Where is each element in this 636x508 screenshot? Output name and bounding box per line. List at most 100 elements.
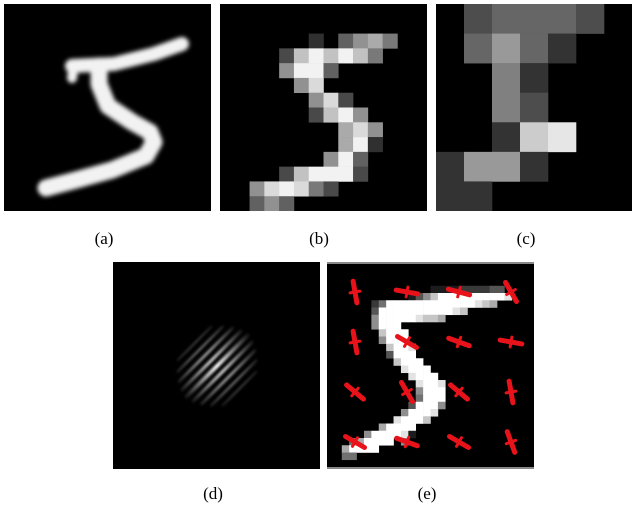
pixel bbox=[415, 409, 424, 417]
pixel bbox=[437, 387, 446, 395]
pixel bbox=[445, 293, 453, 301]
pixel bbox=[386, 351, 394, 359]
pixel bbox=[415, 401, 424, 410]
pixel bbox=[474, 293, 483, 301]
orientation-marker bbox=[344, 382, 366, 402]
pixel bbox=[308, 166, 324, 182]
pixel bbox=[437, 394, 446, 403]
pixel bbox=[308, 77, 324, 94]
pixel bbox=[520, 4, 549, 34]
gabor-image bbox=[176, 325, 258, 407]
pixel bbox=[378, 300, 387, 308]
panel-a-original-digit bbox=[4, 4, 211, 211]
pixel bbox=[279, 48, 295, 64]
pixel bbox=[437, 285, 446, 294]
pixel bbox=[415, 380, 424, 388]
pixel bbox=[393, 430, 402, 439]
orientation-marker bbox=[503, 279, 519, 305]
pixel bbox=[356, 445, 365, 453]
pixel bbox=[386, 336, 394, 345]
pixel bbox=[430, 285, 439, 294]
pixel bbox=[393, 416, 402, 424]
pixel bbox=[378, 336, 387, 345]
pixel bbox=[386, 307, 394, 316]
caption-e: (e) bbox=[417, 484, 437, 503]
pixel bbox=[393, 314, 402, 323]
pixel bbox=[338, 151, 354, 167]
pixel bbox=[408, 416, 417, 424]
pixel bbox=[363, 445, 372, 453]
pixel bbox=[308, 63, 324, 79]
pixel bbox=[437, 293, 446, 301]
pixel bbox=[279, 63, 295, 79]
pixel bbox=[308, 48, 324, 64]
pixel bbox=[576, 4, 605, 34]
pixel bbox=[371, 430, 380, 439]
pixel bbox=[415, 416, 424, 424]
pixel bbox=[492, 33, 521, 64]
pixel bbox=[400, 416, 409, 424]
pixel bbox=[338, 48, 354, 64]
pixel bbox=[497, 285, 505, 294]
pixel bbox=[548, 122, 577, 153]
pixel bbox=[415, 394, 424, 403]
pixel bbox=[437, 307, 446, 316]
digit-image-a bbox=[37, 37, 189, 197]
pixel bbox=[371, 438, 380, 446]
pixel bbox=[423, 293, 431, 301]
pixel bbox=[353, 166, 369, 182]
pixel bbox=[415, 314, 424, 323]
pixel bbox=[378, 423, 387, 432]
pixel bbox=[353, 48, 369, 64]
pixel bbox=[386, 314, 394, 323]
pixel bbox=[293, 181, 310, 197]
pixel bbox=[482, 293, 490, 301]
pixel bbox=[386, 423, 394, 432]
pixel bbox=[423, 409, 431, 417]
pixel bbox=[430, 314, 439, 323]
pixel bbox=[400, 365, 409, 374]
pixel bbox=[323, 92, 339, 108]
orientation-marker bbox=[393, 285, 421, 299]
pixel bbox=[400, 307, 409, 316]
pixel bbox=[264, 181, 280, 197]
pixel bbox=[338, 137, 354, 153]
pixel bbox=[415, 300, 424, 308]
orientation-marker bbox=[348, 278, 362, 306]
pixel bbox=[378, 438, 387, 446]
pixel bbox=[393, 307, 402, 316]
pixel bbox=[452, 300, 461, 308]
pixel bbox=[338, 107, 354, 123]
pixel bbox=[323, 48, 339, 64]
pixel bbox=[445, 307, 453, 316]
pixel bbox=[323, 151, 339, 167]
pixel bbox=[249, 196, 265, 211]
pixel bbox=[323, 107, 339, 123]
caption-d: (d) bbox=[203, 484, 223, 503]
pixel bbox=[400, 358, 409, 366]
panel-e-orientation-field bbox=[327, 262, 534, 469]
digit-image-b bbox=[249, 33, 398, 211]
pixel bbox=[436, 181, 465, 211]
pixel bbox=[400, 314, 409, 323]
pixel bbox=[279, 166, 295, 182]
pixel bbox=[371, 314, 380, 323]
pixel bbox=[445, 300, 453, 308]
pixel bbox=[386, 438, 394, 446]
pixel bbox=[489, 285, 498, 294]
caption-a: (a) bbox=[94, 229, 114, 248]
caption-c: (c) bbox=[516, 229, 536, 248]
pixel bbox=[408, 300, 417, 308]
pixel bbox=[489, 293, 498, 301]
pixel bbox=[341, 452, 350, 461]
pixel bbox=[367, 33, 383, 49]
pixel bbox=[264, 196, 280, 211]
pixel bbox=[386, 322, 394, 330]
pixel bbox=[430, 307, 439, 316]
pixel bbox=[378, 329, 387, 337]
pixel bbox=[386, 430, 394, 439]
pixel bbox=[492, 151, 521, 182]
pixel bbox=[492, 122, 521, 153]
pixel bbox=[393, 336, 402, 345]
pixel bbox=[386, 343, 394, 352]
